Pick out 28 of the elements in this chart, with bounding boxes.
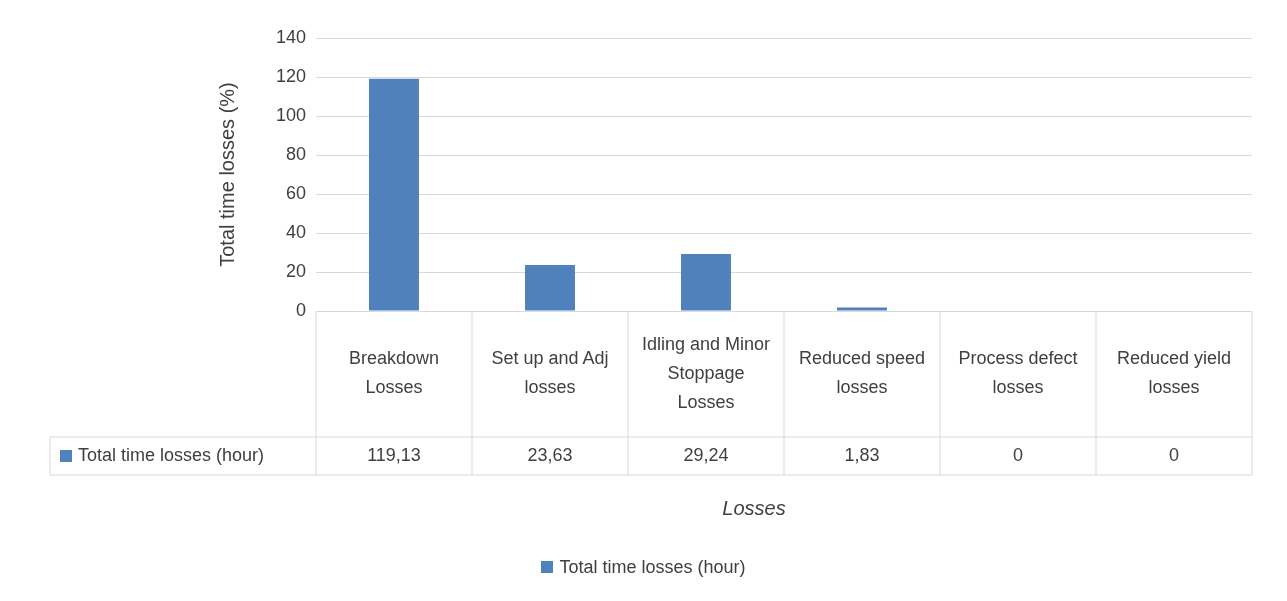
data-label: 0	[1012, 444, 1024, 465]
y-tick-label: 40	[285, 221, 306, 242]
data-label: 0	[1168, 444, 1180, 465]
text: Total time losses (hour)	[559, 556, 746, 577]
bar	[369, 78, 419, 311]
x-tick-label: Breakdown Losses	[348, 348, 440, 398]
x-tick-label: Process defect losses	[958, 348, 1078, 398]
y-tick-label: 80	[285, 143, 306, 164]
x-tick-label: Reduced yield losses	[1116, 348, 1232, 398]
x-tick-label: Reduced speed losses	[798, 348, 926, 398]
bar	[525, 264, 575, 311]
y-axis-title: Total time losses (%)	[215, 82, 238, 267]
y-tick-label: 140	[275, 26, 306, 47]
data-label: 23,63	[527, 444, 573, 465]
x-axis-title: Losses	[722, 496, 786, 519]
legend-label: Total time losses (hour)	[78, 444, 265, 465]
y-tick-label: 0	[295, 299, 306, 320]
data-label: 29,24	[683, 444, 729, 465]
y-tick-label: 20	[285, 260, 306, 281]
y-tick-label: 60	[285, 182, 306, 203]
data-label: 1,83	[844, 444, 880, 465]
x-tick-label: Idling and Minor Stoppage Losses	[641, 333, 771, 412]
y-tick-label: 120	[275, 65, 306, 86]
y-tick-label: 100	[275, 104, 306, 125]
x-tick-label: Set up and Adj losses	[491, 348, 609, 398]
data-label: 119,13	[367, 444, 421, 465]
bar	[837, 307, 887, 311]
bar	[681, 253, 731, 311]
